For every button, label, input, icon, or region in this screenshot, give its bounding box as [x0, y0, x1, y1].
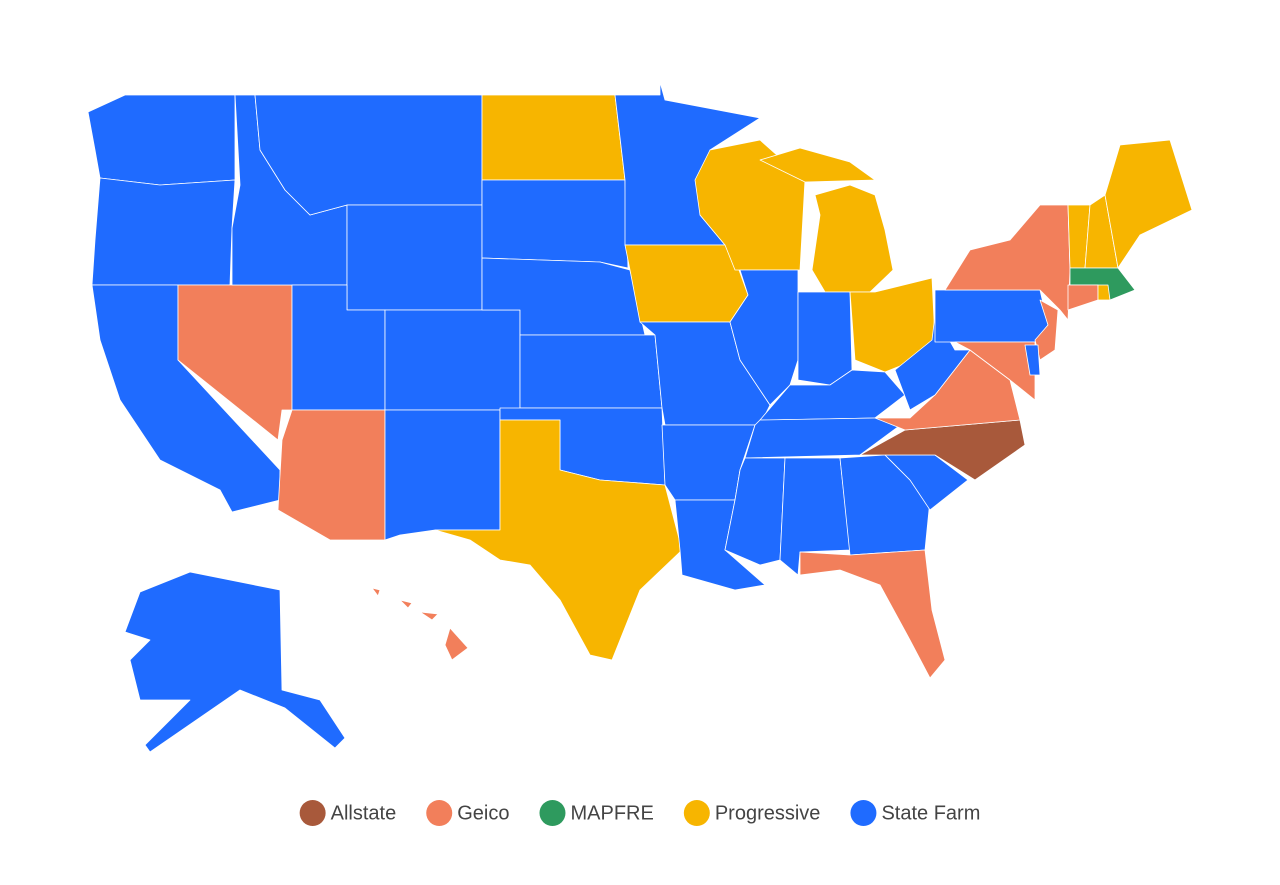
state [799, 549, 946, 679]
state [954, 341, 1036, 401]
state [444, 627, 469, 661]
state [694, 139, 806, 271]
state [419, 611, 439, 621]
legend-label: State Farm [881, 802, 980, 824]
state [839, 454, 931, 556]
state [124, 571, 346, 753]
legend-label: Progressive [715, 802, 821, 824]
state [934, 289, 1049, 343]
state [434, 419, 683, 661]
state [371, 587, 381, 597]
legend-item: Progressive [683, 800, 821, 826]
state [519, 334, 663, 409]
state [399, 599, 413, 609]
state [91, 177, 236, 286]
state [384, 309, 521, 411]
legend-item: Geico [426, 800, 509, 826]
state [1067, 284, 1099, 311]
legend-item: State Farm [850, 800, 980, 826]
legend-swatch [426, 800, 453, 826]
state [87, 94, 236, 186]
state [811, 184, 894, 293]
legend-swatch [683, 800, 710, 826]
state [1034, 299, 1059, 361]
states [87, 81, 1193, 753]
legend-item: MAPFRE [539, 800, 654, 826]
state [481, 179, 629, 269]
legend-label: MAPFRE [570, 802, 653, 824]
state [759, 147, 876, 183]
legend: Allstate Geico MAPFRE Progressive State Farm [299, 800, 980, 826]
legend-swatch [299, 800, 326, 826]
legend-label: Allstate [331, 802, 397, 824]
state [1097, 284, 1111, 301]
state [1104, 139, 1193, 269]
state [797, 291, 853, 386]
legend-item: Allstate [299, 800, 397, 826]
state [384, 409, 501, 541]
legend-label: Geico [457, 802, 509, 824]
state [1024, 344, 1041, 376]
legend-swatch [850, 800, 877, 826]
state [346, 204, 483, 311]
state [481, 94, 626, 181]
state [277, 409, 386, 541]
legend-swatch [539, 800, 566, 826]
state [894, 314, 971, 411]
